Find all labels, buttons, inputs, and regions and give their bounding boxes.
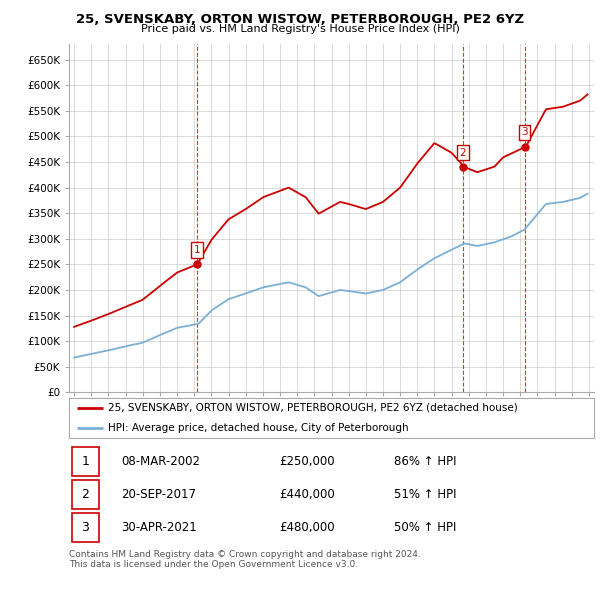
Text: 25, SVENSKABY, ORTON WISTOW, PETERBOROUGH, PE2 6YZ: 25, SVENSKABY, ORTON WISTOW, PETERBOROUG… — [76, 13, 524, 26]
Text: Price paid vs. HM Land Registry's House Price Index (HPI): Price paid vs. HM Land Registry's House … — [140, 24, 460, 34]
Text: 30-APR-2021: 30-APR-2021 — [121, 520, 197, 534]
Text: 3: 3 — [521, 127, 528, 137]
Text: £480,000: £480,000 — [279, 520, 335, 534]
Text: £440,000: £440,000 — [279, 487, 335, 501]
Text: Contains HM Land Registry data © Crown copyright and database right 2024.
This d: Contains HM Land Registry data © Crown c… — [69, 550, 421, 569]
Text: £250,000: £250,000 — [279, 454, 335, 468]
Text: 20-SEP-2017: 20-SEP-2017 — [121, 487, 197, 501]
FancyBboxPatch shape — [71, 480, 99, 509]
Text: 2: 2 — [82, 487, 89, 501]
Text: 25, SVENSKABY, ORTON WISTOW, PETERBOROUGH, PE2 6YZ (detached house): 25, SVENSKABY, ORTON WISTOW, PETERBOROUG… — [109, 403, 518, 412]
Text: 1: 1 — [194, 245, 200, 255]
Text: HPI: Average price, detached house, City of Peterborough: HPI: Average price, detached house, City… — [109, 423, 409, 432]
Text: 50% ↑ HPI: 50% ↑ HPI — [395, 520, 457, 534]
FancyBboxPatch shape — [69, 398, 594, 438]
FancyBboxPatch shape — [71, 447, 99, 476]
FancyBboxPatch shape — [71, 513, 99, 542]
Text: 86% ↑ HPI: 86% ↑ HPI — [395, 454, 457, 468]
Text: 51% ↑ HPI: 51% ↑ HPI — [395, 487, 457, 501]
Text: 2: 2 — [460, 148, 466, 158]
Text: 3: 3 — [82, 520, 89, 534]
Text: 08-MAR-2002: 08-MAR-2002 — [121, 454, 200, 468]
Text: 1: 1 — [82, 454, 89, 468]
